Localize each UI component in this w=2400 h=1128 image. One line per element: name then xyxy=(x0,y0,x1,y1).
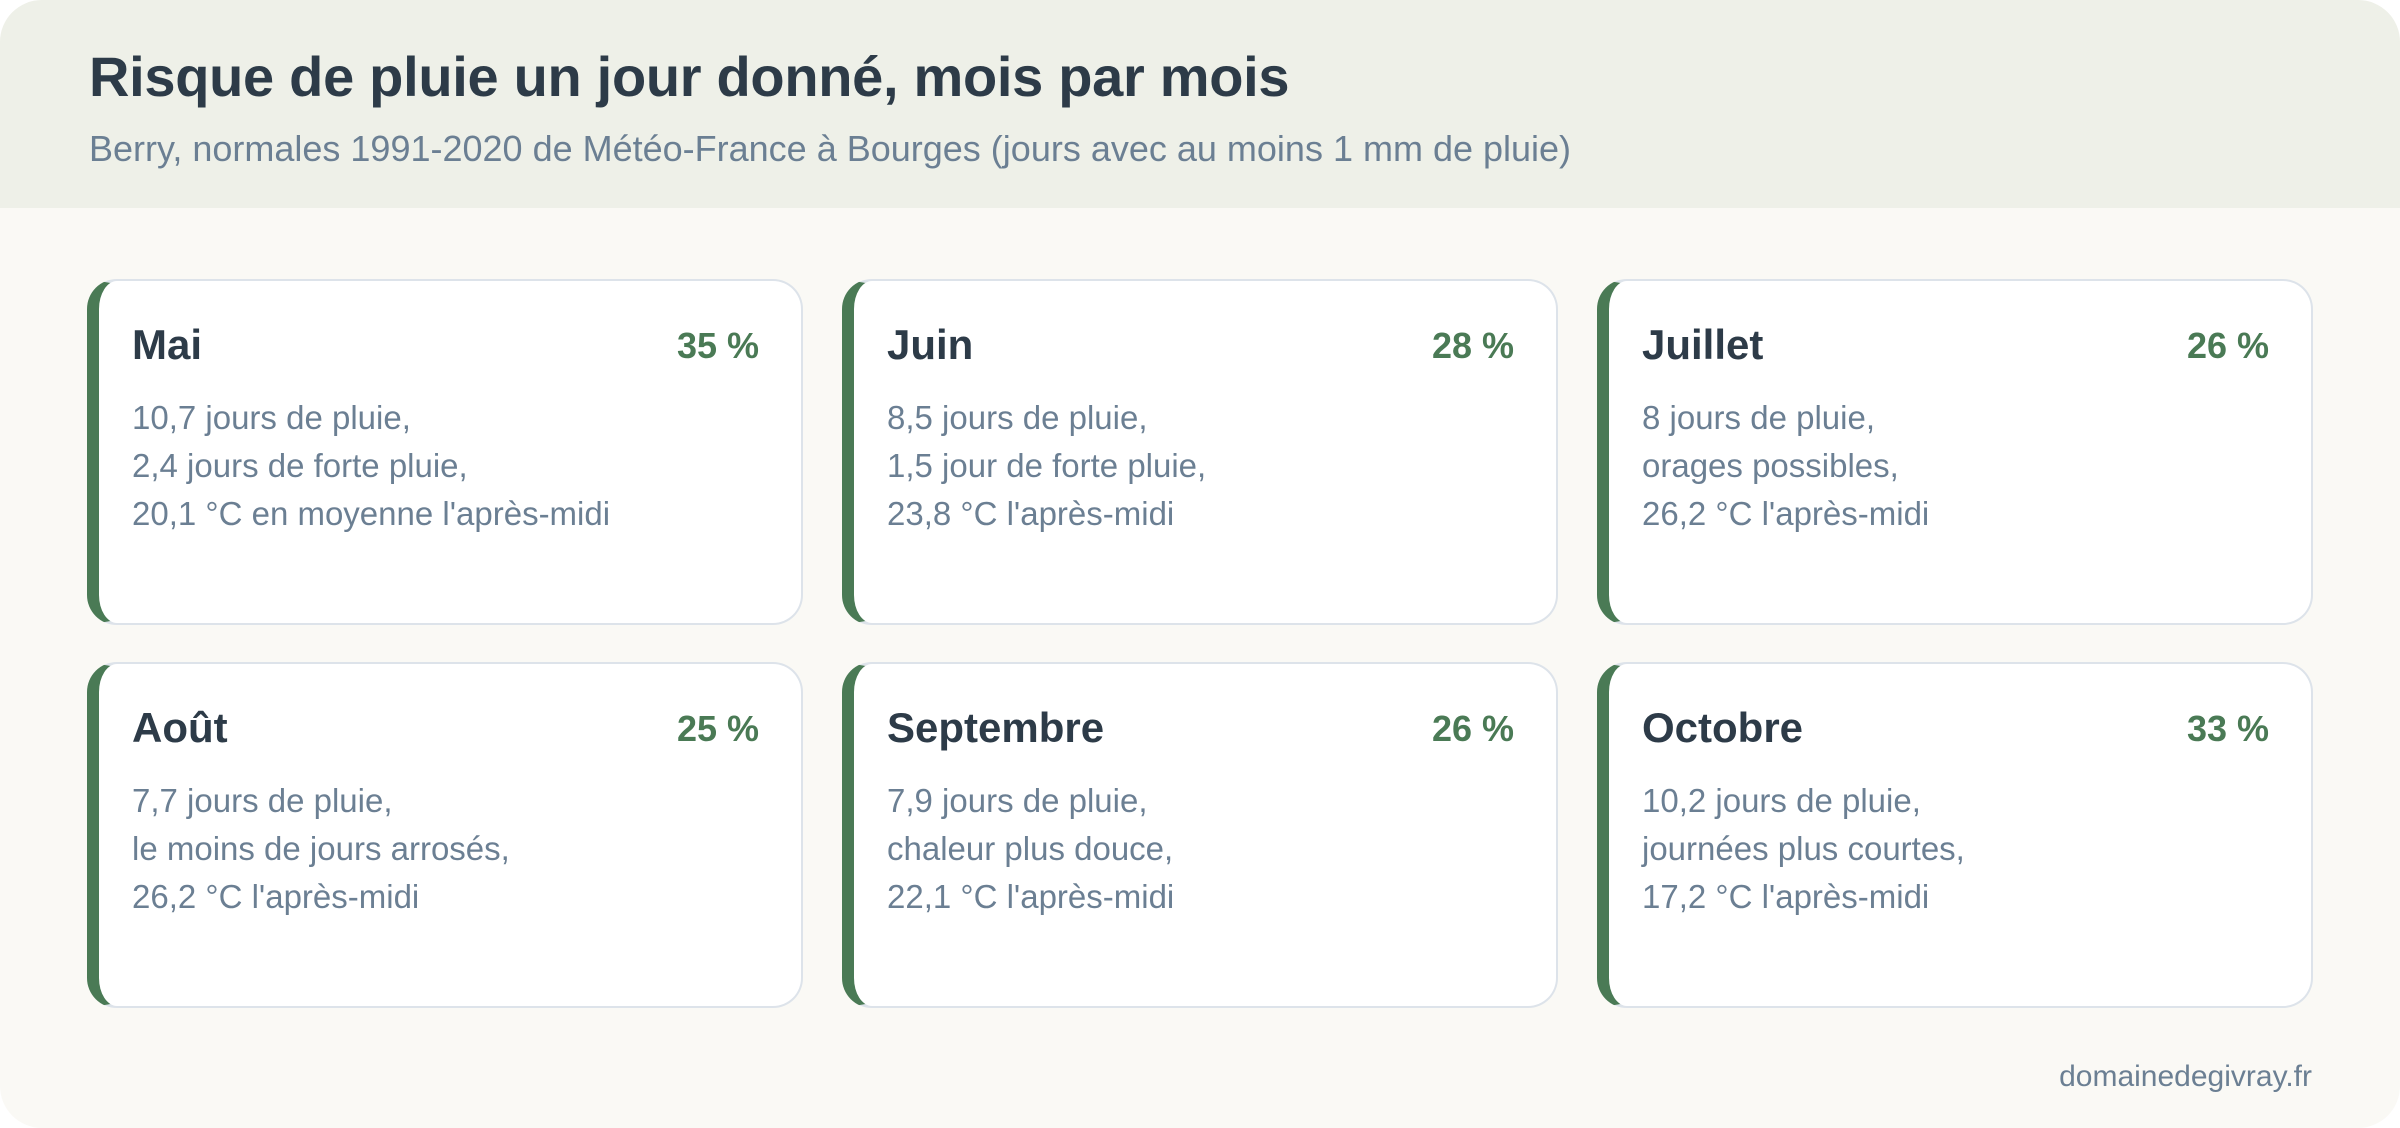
card-month-name: Juin xyxy=(887,321,974,368)
card-detail-line: orages possibles, xyxy=(1642,447,1899,484)
card-rain-percent: 26 % xyxy=(2186,325,2269,366)
card-detail-line: chaleur plus douce, xyxy=(887,830,1174,867)
card-month-name: Mai xyxy=(132,321,203,368)
header-banner: Risque de pluie un jour donné, mois par … xyxy=(0,0,2400,208)
card-details: 10,2 jours de pluie, journées plus court… xyxy=(1642,777,1965,921)
card-detail-line: 7,7 jours de pluie, xyxy=(132,782,393,819)
card-detail-line: 10,2 jours de pluie, xyxy=(1642,782,1921,819)
card-detail-line: 2,4 jours de forte pluie, xyxy=(132,447,468,484)
card-detail-line: 26,2 °C l'après-midi xyxy=(1642,495,1930,532)
card-detail-line: 10,7 jours de pluie, xyxy=(132,399,411,436)
card-rain-percent: 35 % xyxy=(676,325,759,366)
card-rain-percent: 33 % xyxy=(2186,708,2269,749)
page-subtitle: Berry, normales 1991-2020 de Météo-Franc… xyxy=(89,128,1572,169)
card-details: 8 jours de pluie, orages possibles, 26,2… xyxy=(1642,394,1929,538)
card-detail-line: le moins de jours arrosés, xyxy=(132,830,510,867)
page-title: Risque de pluie un jour donné, mois par … xyxy=(89,45,1290,108)
card-rain-percent: 25 % xyxy=(676,708,759,749)
month-card-octobre: Octobre 33 % 10,2 jours de pluie, journé… xyxy=(1597,662,2313,1008)
month-card-aout: Août 25 % 7,7 jours de pluie, le moins d… xyxy=(87,662,803,1008)
card-rain-percent: 28 % xyxy=(1431,325,1514,366)
card-month-name: Juillet xyxy=(1642,321,1764,368)
card-details: 7,9 jours de pluie, chaleur plus douce, … xyxy=(887,777,1174,921)
card-month-name: Octobre xyxy=(1642,704,1804,751)
card-month-name: Août xyxy=(132,704,228,751)
site-credit: domainedegivray.fr xyxy=(2059,1060,2312,1093)
month-cards-grid: Mai 35 % 10,7 jours de pluie, 2,4 jours … xyxy=(87,279,2313,1008)
card-details: 10,7 jours de pluie, 2,4 jours de forte … xyxy=(132,394,610,538)
card-details: 7,7 jours de pluie, le moins de jours ar… xyxy=(132,777,510,921)
month-card-juillet: Juillet 26 % 8 jours de pluie, orages po… xyxy=(1597,279,2313,625)
card-detail-line: 7,9 jours de pluie, xyxy=(887,782,1148,819)
card-details: 8,5 jours de pluie, 1,5 jour de forte pl… xyxy=(887,394,1206,538)
month-card-septembre: Septembre 26 % 7,9 jours de pluie, chale… xyxy=(842,662,1558,1008)
card-detail-line: 1,5 jour de forte pluie, xyxy=(887,447,1207,484)
card-detail-line: 8,5 jours de pluie, xyxy=(887,399,1148,436)
month-card-juin: Juin 28 % 8,5 jours de pluie, 1,5 jour d… xyxy=(842,279,1558,625)
card-detail-line: journées plus courtes, xyxy=(1642,830,1965,867)
card-detail-line: 22,1 °C l'après-midi xyxy=(887,878,1175,915)
card-detail-line: 8 jours de pluie, xyxy=(1642,399,1875,436)
card-detail-line: 26,2 °C l'après-midi xyxy=(132,878,420,915)
card-detail-line: 23,8 °C l'après-midi xyxy=(887,495,1175,532)
card-detail-line: 20,1 °C en moyenne l'après-midi xyxy=(132,495,611,532)
month-card-mai: Mai 35 % 10,7 jours de pluie, 2,4 jours … xyxy=(87,279,803,625)
card-rain-percent: 26 % xyxy=(1431,708,1514,749)
card-detail-line: 17,2 °C l'après-midi xyxy=(1642,878,1930,915)
card-month-name: Septembre xyxy=(887,704,1105,751)
